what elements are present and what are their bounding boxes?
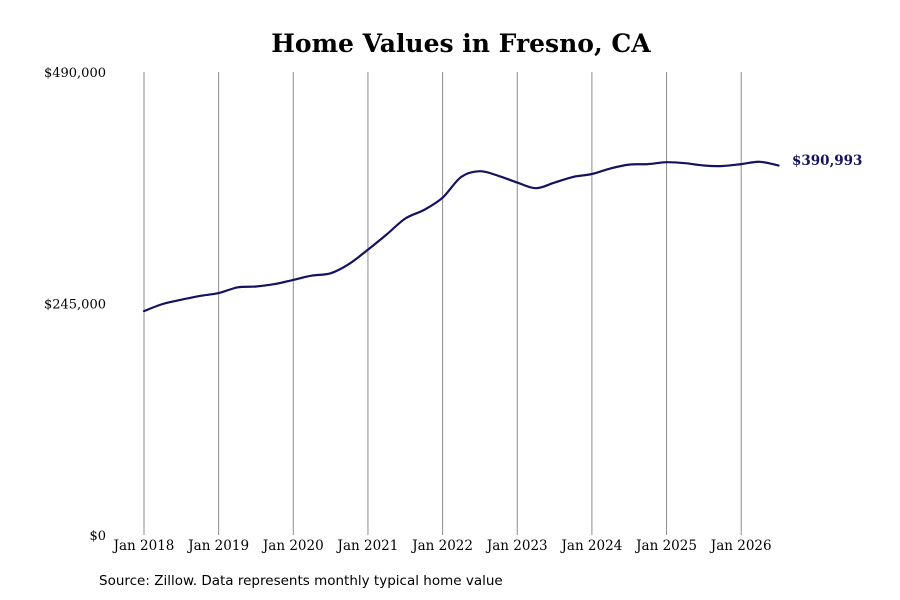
series-layer <box>142 160 780 313</box>
y-tick-label: $490,000 <box>44 66 106 81</box>
y-axis-tick-labels: $0 $245,000 $490,000 <box>44 66 106 544</box>
y-tick-label: $245,000 <box>44 298 106 313</box>
vertical-gridlines <box>143 72 742 535</box>
x-tick-label: Jan 2021 <box>336 538 399 554</box>
x-tick-label: Jan 2022 <box>410 538 473 554</box>
chart-title: Home Values in Fresno, CA <box>271 29 651 58</box>
x-tick-label: Jan 2023 <box>485 538 548 554</box>
y-tick-label: $0 <box>89 529 106 544</box>
x-tick-label: Jan 2019 <box>186 538 249 554</box>
x-axis-tick-labels: Jan 2018 Jan 2019 Jan 2020 Jan 2021 Jan 2022… <box>112 538 772 554</box>
latest-value-label: $390,993 <box>792 153 862 169</box>
source-note: Source: Zillow. Data represents monthly … <box>99 573 503 589</box>
x-tick-label: Jan 2026 <box>709 538 772 554</box>
x-tick-label: Jan 2024 <box>559 538 622 554</box>
x-tick-label: Jan 2020 <box>261 538 324 554</box>
x-tick-label: Jan 2018 <box>112 538 175 554</box>
series-line-0 <box>142 160 780 313</box>
x-tick-label: Jan 2025 <box>634 538 697 554</box>
